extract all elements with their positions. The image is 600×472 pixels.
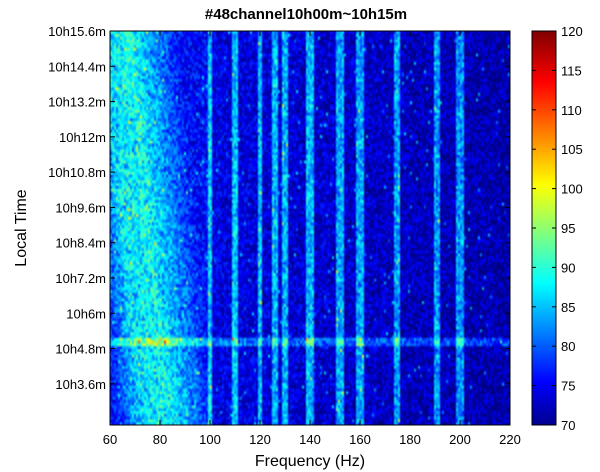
heatmap-area: [110, 31, 510, 425]
colorbar-tick-label: 105: [561, 142, 583, 157]
x-tick-label: 100: [199, 432, 221, 447]
y-tick-label: 10h8.4m: [55, 236, 106, 251]
y-tick-label: 10h12m: [59, 130, 106, 145]
y-tick-label: 10h4.8m: [55, 342, 106, 357]
x-tick-label: 220: [499, 432, 521, 447]
colorbar-tick-label: 110: [561, 103, 582, 118]
colorbar-tick-label: 120: [561, 24, 583, 39]
y-tick-label: 10h15.6m: [48, 24, 106, 39]
y-axis-label: Local Time: [13, 189, 30, 266]
y-tick-label: 10h13.2m: [48, 95, 106, 110]
colorbar-tick-label: 80: [561, 339, 575, 354]
colorbar-ticks: 70 75 80 85 90 95 100 105 110 115 120: [532, 24, 583, 433]
x-tick-label: 80: [153, 432, 167, 447]
x-tick-label: 180: [399, 432, 421, 447]
colorbar-tick-label: 100: [561, 182, 583, 197]
y-tick-label: 10h7.2m: [55, 271, 106, 286]
y-tick-label: 10h6m: [66, 306, 106, 321]
y-axis: 10h3.6m 10h4.8m 10h6m 10h7.2m 10h8.4m 10h9.6m…: [48, 24, 510, 392]
x-tick-label: 140: [299, 432, 321, 447]
x-tick-label: 60: [103, 432, 117, 447]
colorbar-tick-label: 95: [561, 221, 575, 236]
x-tick-label: 160: [349, 432, 371, 447]
y-tick-label: 10h10.8m: [48, 165, 106, 180]
colorbar-tick-label: 90: [561, 260, 575, 275]
x-tick-label: 120: [249, 432, 271, 447]
y-tick-label: 10h9.6m: [55, 200, 106, 215]
heatmap-image: [110, 31, 510, 425]
colorbar-tick-label: 70: [561, 418, 575, 433]
y-tick-label: 10h14.4m: [48, 59, 106, 74]
y-tick-label: 10h3.6m: [55, 377, 106, 392]
x-tick-label: 200: [449, 432, 471, 447]
colorbar-tick-label: 115: [561, 63, 582, 78]
x-axis-label: Frequency (Hz): [255, 453, 365, 470]
colorbar-tick-label: 85: [561, 300, 575, 315]
x-axis: 60 80 100 120 140 160 180 200 220: [103, 31, 521, 447]
chart-title: #48channel10h00m~10h15m: [205, 6, 407, 23]
colorbar-tick-label: 75: [561, 379, 575, 394]
